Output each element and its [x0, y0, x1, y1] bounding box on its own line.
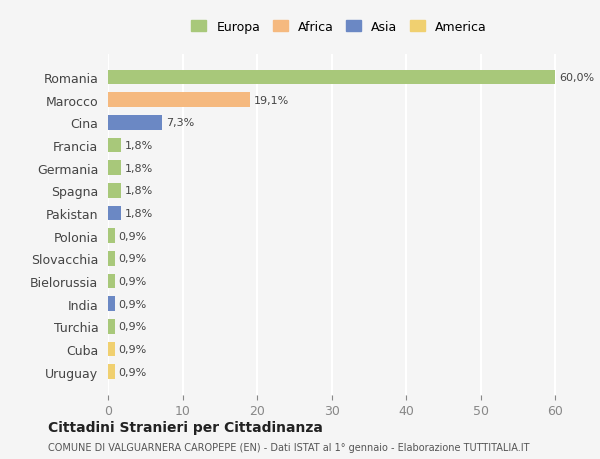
- Bar: [108, 138, 121, 153]
- Text: 1,8%: 1,8%: [125, 186, 154, 196]
- Text: 0,9%: 0,9%: [118, 276, 146, 286]
- Bar: [108, 319, 115, 334]
- Text: 7,3%: 7,3%: [166, 118, 194, 128]
- Bar: [108, 161, 121, 176]
- Text: 0,9%: 0,9%: [118, 322, 146, 332]
- Bar: [108, 206, 121, 221]
- Bar: [108, 93, 250, 108]
- Bar: [108, 274, 115, 289]
- Text: 0,9%: 0,9%: [118, 231, 146, 241]
- Text: 60,0%: 60,0%: [559, 73, 594, 83]
- Text: 1,8%: 1,8%: [125, 208, 154, 218]
- Bar: [108, 116, 163, 130]
- Text: Cittadini Stranieri per Cittadinanza: Cittadini Stranieri per Cittadinanza: [48, 420, 323, 435]
- Bar: [108, 184, 121, 198]
- Bar: [108, 229, 115, 244]
- Text: 19,1%: 19,1%: [254, 95, 289, 106]
- Text: 0,9%: 0,9%: [118, 344, 146, 354]
- Text: 0,9%: 0,9%: [118, 367, 146, 377]
- Legend: Europa, Africa, Asia, America: Europa, Africa, Asia, America: [188, 17, 490, 38]
- Bar: [108, 71, 555, 85]
- Text: 0,9%: 0,9%: [118, 254, 146, 264]
- Bar: [108, 252, 115, 266]
- Text: 0,9%: 0,9%: [118, 299, 146, 309]
- Bar: [108, 297, 115, 312]
- Bar: [108, 342, 115, 357]
- Text: 1,8%: 1,8%: [125, 163, 154, 174]
- Text: COMUNE DI VALGUARNERA CAROPEPE (EN) - Dati ISTAT al 1° gennaio - Elaborazione TU: COMUNE DI VALGUARNERA CAROPEPE (EN) - Da…: [48, 442, 530, 452]
- Bar: [108, 364, 115, 379]
- Text: 1,8%: 1,8%: [125, 141, 154, 151]
